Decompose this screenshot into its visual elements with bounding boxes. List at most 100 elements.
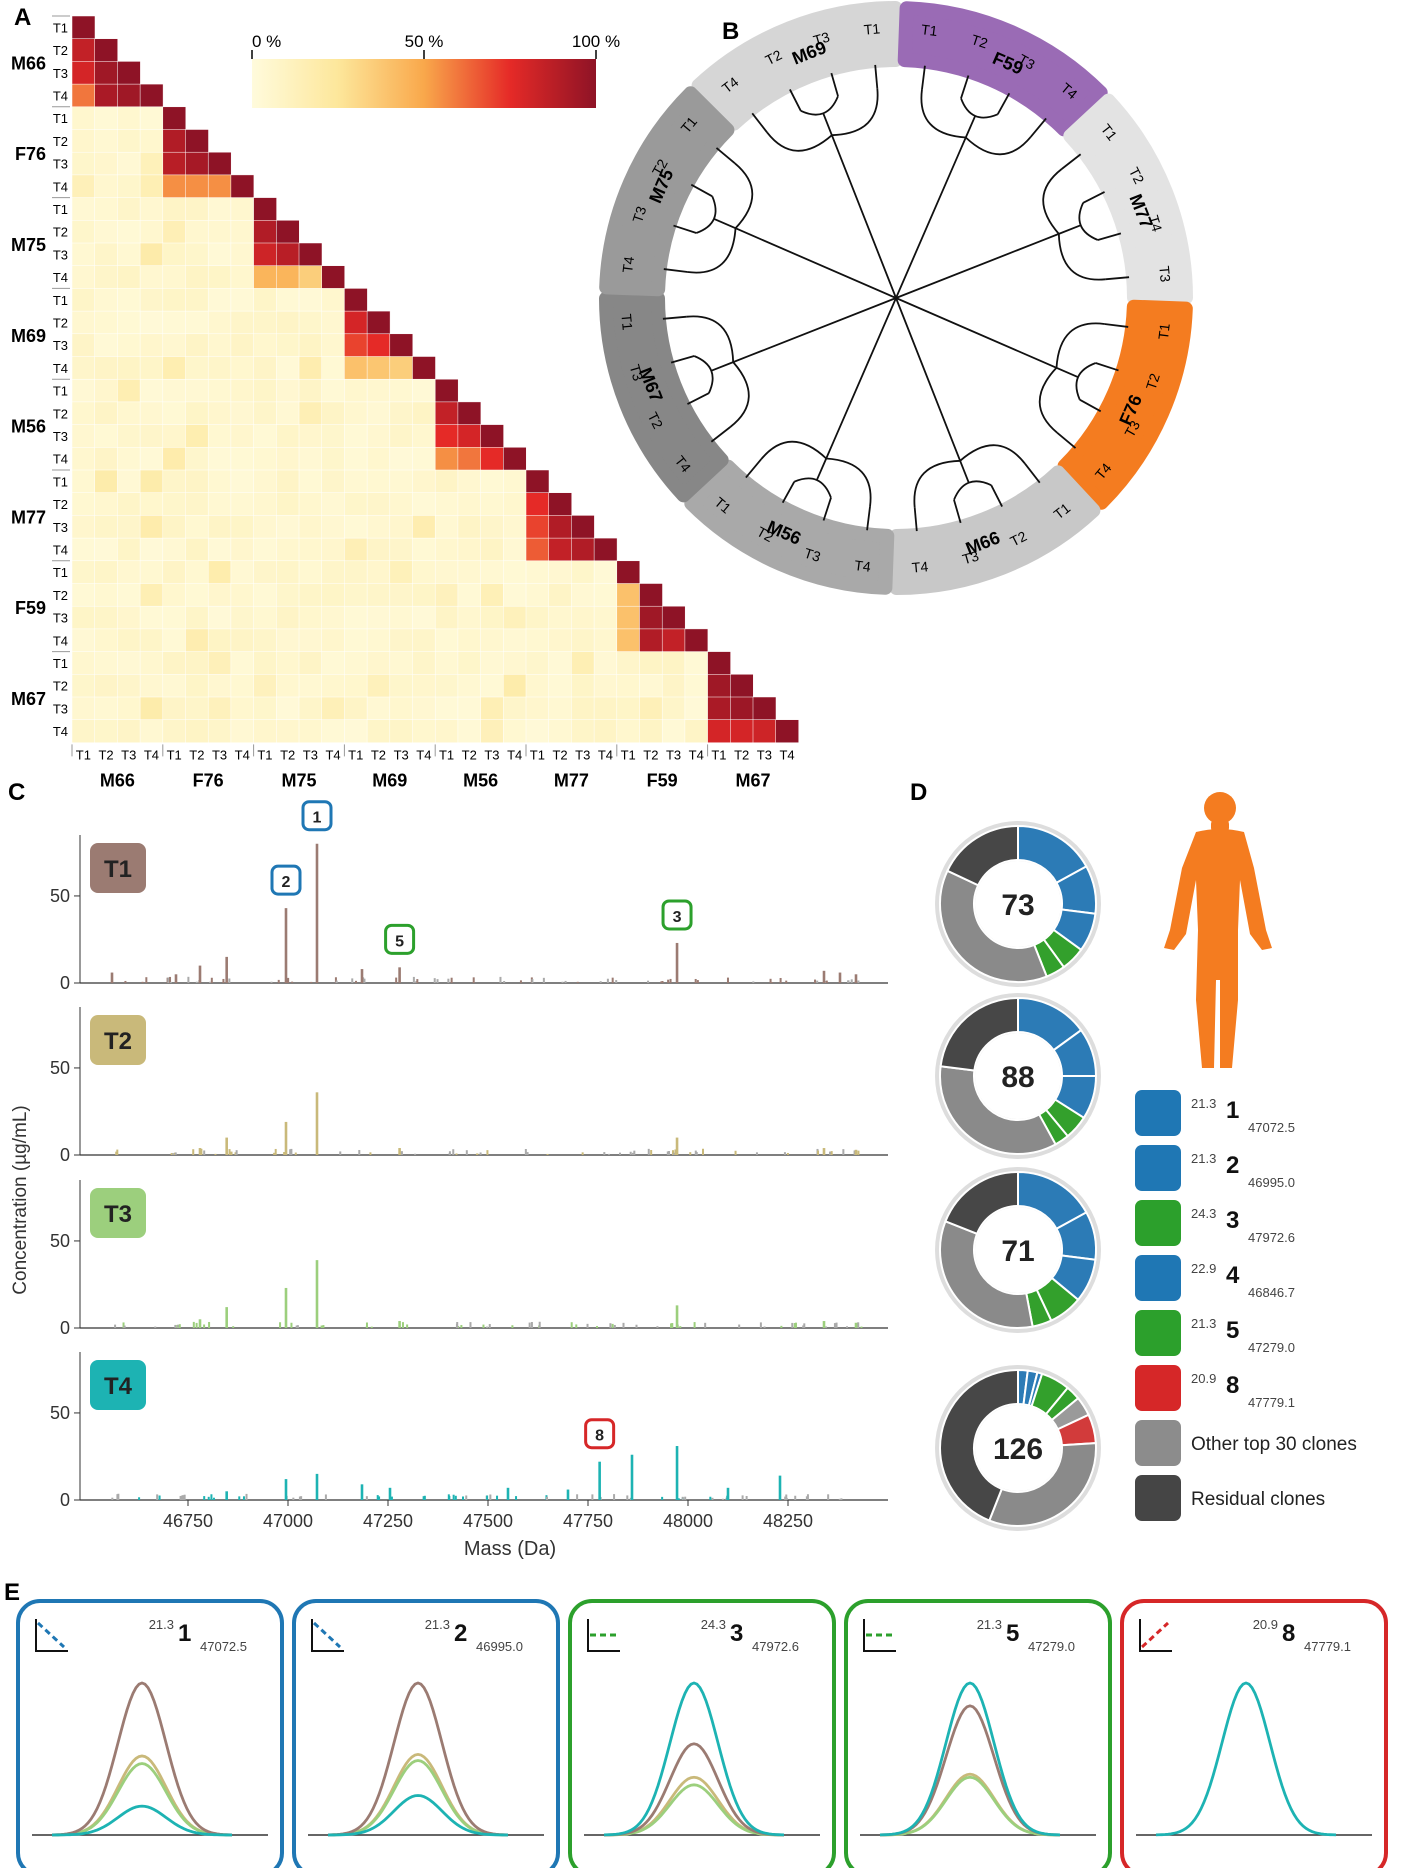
heatmap-cell (230, 628, 255, 653)
heatmap-cell (94, 83, 118, 108)
heatmap-cell (684, 696, 709, 721)
heatmap-cell (253, 628, 277, 653)
heatmap-cell (344, 356, 368, 380)
panel-label-b: B (722, 18, 739, 45)
heatmap-cell (117, 560, 141, 585)
heatmap-cell (207, 288, 232, 312)
y-tick-label: 50 (50, 1231, 70, 1251)
heatmap-cell (117, 469, 141, 494)
heatmap-cell (139, 447, 164, 471)
heatmap-cell (185, 401, 209, 426)
heatmap-cell (503, 447, 527, 471)
clone-panels: 21.3 1 47072.5 21.3 2 46995.0 24.3 3 47972.6 21.3… (16, 1599, 1388, 1868)
heatmap-cell (321, 537, 345, 562)
tree-branch (693, 355, 714, 394)
tree-branch (1038, 322, 1105, 434)
heatmap-cell (162, 560, 187, 585)
heatmap-cell (253, 515, 277, 539)
donuts: 73 88 71 126 (935, 821, 1101, 1531)
profile-curve (51, 1804, 233, 1837)
tree-branch (996, 92, 1011, 115)
time-point-label: T3 (104, 1201, 132, 1228)
clone-panel (568, 1599, 836, 1868)
heatmap-cells (71, 15, 799, 743)
heatmap-cell (94, 515, 118, 539)
heatmap-cell (185, 310, 209, 335)
profile-curve (51, 1681, 233, 1837)
tip-label: T2 (754, 523, 776, 545)
heatmap-cell (117, 378, 141, 403)
donut-total: 126 (993, 1433, 1043, 1466)
clone-panel (844, 1599, 1112, 1868)
row-tick-label: T2 (53, 406, 68, 421)
heatmap-cell (344, 651, 368, 675)
heatmap-cell (253, 424, 277, 448)
col-tick-label: T4 (598, 747, 613, 762)
heatmap-cell (230, 333, 255, 358)
heatmap-cell (71, 151, 96, 176)
heatmap-cell (503, 651, 527, 675)
heatmap-cell (321, 628, 345, 653)
heatmap-cell (94, 106, 118, 131)
heatmap-cell (185, 333, 209, 358)
y-axis-label: Concentration (µg/mL) (10, 1105, 31, 1294)
tip-label: T3 (811, 28, 831, 48)
tree-branch (953, 480, 992, 501)
clone-mass: 46995.0 (476, 1639, 523, 1654)
tip-label: T2 (1143, 371, 1163, 392)
heatmap-cell (344, 424, 368, 448)
donut-panel: D 73 88 71 126 21.3 1 47072.5 21.3 2 46995.0 24.3… (910, 779, 1357, 1531)
col-tick-label: T1 (348, 747, 363, 762)
heatmap-cell (616, 628, 641, 653)
row-tick-label: T2 (53, 225, 68, 240)
heatmap-cell (253, 356, 277, 380)
heatmap-cell (185, 583, 209, 607)
heatmap-cell (117, 719, 141, 743)
profile-curve (1155, 1681, 1337, 1837)
spectra: 0 50 T1 0 50 T2 0 50 T3 0 50 T4 46750 47000 47250 47500… (50, 800, 888, 1531)
heatmap-cell (389, 719, 414, 743)
heatmap-cell (71, 583, 96, 607)
tip-label: T2 (969, 31, 990, 51)
donut-hole (975, 1033, 1061, 1119)
heatmap-cell (230, 220, 255, 244)
tree-branch (1056, 432, 1077, 449)
time-point-tag (90, 1015, 146, 1065)
heatmap-cell (457, 583, 482, 607)
heatmap-cell (276, 401, 300, 426)
heatmap-cell (94, 469, 118, 494)
clone-id: 2 (454, 1620, 467, 1647)
heatmap-cell (298, 583, 323, 607)
tree-branch (874, 64, 879, 89)
heatmap-cell (412, 537, 436, 562)
clone-panel (1120, 1599, 1388, 1868)
legend-swatch (1135, 1310, 1181, 1356)
heatmap-cell (548, 515, 572, 539)
heatmap-cell (162, 605, 187, 630)
heatmap-cell (94, 310, 118, 335)
heatmap-cell (139, 356, 164, 380)
x-axis-label: Mass (Da) (464, 1538, 556, 1560)
row-subject-label: M66 (11, 53, 46, 73)
heatmap-cell (71, 651, 96, 675)
heatmap-cell (230, 447, 255, 471)
heatmap-cell (71, 15, 96, 40)
heatmap-cell (457, 447, 482, 471)
heatmap-cell (276, 220, 300, 244)
heatmap-cell (503, 674, 527, 698)
heatmap-cell (480, 537, 504, 562)
heatmap-cell (503, 560, 527, 585)
tree-branch (1024, 463, 1041, 484)
tree-branch (953, 499, 962, 524)
heatmap-cell (253, 492, 277, 516)
heatmap-cell (71, 628, 96, 653)
profile-curve (879, 1775, 1061, 1837)
heatmap-cell (117, 401, 141, 426)
heatmap-cell (71, 605, 96, 630)
heatmap-cell (593, 651, 618, 675)
heatmap-cell (298, 492, 323, 516)
heatmap-cell (230, 288, 255, 312)
heatmap-cell (366, 424, 391, 448)
tree-branch (687, 162, 754, 274)
heatmap-cell (344, 583, 368, 607)
